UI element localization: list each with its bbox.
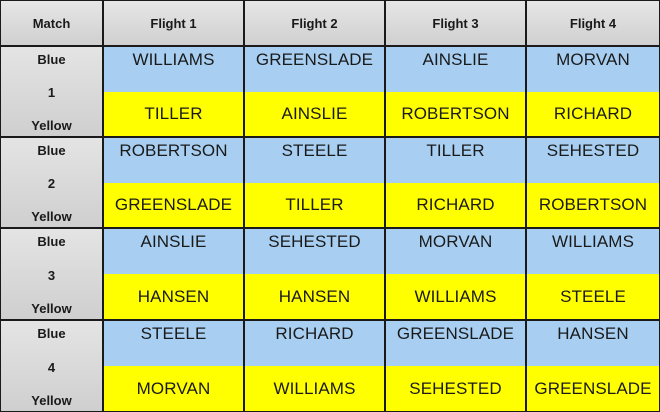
- match-3-flight-2-blue: SEHESTED: [245, 229, 384, 274]
- match-1-flight-2-blue: GREENSLADE: [245, 47, 384, 92]
- match-2-flight-3-blue: TILLER: [386, 138, 525, 183]
- match-2-yellow-label: Yellow: [31, 209, 72, 224]
- match-3-number: 3: [47, 267, 56, 283]
- match-3-flight-3-yellow: WILLIAMS: [386, 274, 525, 319]
- match-3-flight-1-yellow: HANSEN: [104, 274, 243, 319]
- match-2-flight-1-yellow: GREENSLADE: [104, 183, 243, 227]
- match-4-flight-1-yellow: MORVAN: [104, 366, 243, 411]
- match-4-flight-4-yellow: GREENSLADE: [527, 366, 659, 411]
- match-1-flight-3-blue: AINSLIE: [386, 47, 525, 92]
- match-4-blue-label: Blue: [37, 326, 66, 341]
- match-2-flight-3-yellow: RICHARD: [386, 183, 525, 227]
- match-3-blue-label: Blue: [37, 234, 66, 249]
- match-3-flight-4-blue: WILLIAMS: [527, 229, 659, 274]
- match-1-flight-2-yellow: AINSLIE: [245, 92, 384, 136]
- header-flight-4: Flight 4: [527, 1, 659, 45]
- match-4-number: 4: [47, 359, 56, 375]
- match-4-label-cell: Blue 4 Yellow: [1, 321, 102, 411]
- header-flight-2: Flight 2: [245, 1, 384, 45]
- match-2-flight-2-blue: STEELE: [245, 138, 384, 183]
- match-2-blue-label: Blue: [37, 143, 66, 158]
- match-1-flight-1-blue: WILLIAMS: [104, 47, 243, 92]
- match-4-flight-2-yellow: WILLIAMS: [245, 366, 384, 411]
- match-1-flight-4-yellow: RICHARD: [527, 92, 659, 136]
- match-4-flight-3-blue: GREENSLADE: [386, 321, 525, 366]
- match-4-yellow-label: Yellow: [31, 393, 72, 408]
- match-1-label-cell: Blue 1 Yellow: [1, 47, 102, 136]
- header-flight-3: Flight 3: [386, 1, 525, 45]
- match-2-flight-1-blue: ROBERTSON: [104, 138, 243, 183]
- match-2-number: 2: [47, 176, 56, 191]
- match-3-flight-2-yellow: HANSEN: [245, 274, 384, 319]
- match-1-flight-4-blue: MORVAN: [527, 47, 659, 92]
- match-1-blue-label: Blue: [37, 52, 66, 67]
- match-3-flight-3-blue: MORVAN: [386, 229, 525, 274]
- match-2-label-cell: Blue 2 Yellow: [1, 138, 102, 227]
- match-2-flight-4-yellow: ROBERTSON: [527, 183, 659, 227]
- match-2-flight-4-blue: SEHESTED: [527, 138, 659, 183]
- header-flight-1: Flight 1: [104, 1, 243, 45]
- match-1-flight-1-yellow: TILLER: [104, 92, 243, 136]
- match-3-yellow-label: Yellow: [31, 301, 72, 316]
- match-1-number: 1: [47, 85, 56, 100]
- match-4-flight-2-blue: RICHARD: [245, 321, 384, 366]
- match-1-yellow-label: Yellow: [31, 118, 72, 133]
- match-3-flight-1-blue: AINSLIE: [104, 229, 243, 274]
- match-4-flight-4-blue: HANSEN: [527, 321, 659, 366]
- match-1-flight-3-yellow: ROBERTSON: [386, 92, 525, 136]
- match-3-flight-4-yellow: STEELE: [527, 274, 659, 319]
- match-3-label-cell: Blue 3 Yellow: [1, 229, 102, 319]
- match-4-flight-1-blue: STEELE: [104, 321, 243, 366]
- match-4-flight-3-yellow: SEHESTED: [386, 366, 525, 411]
- header-match: Match: [1, 1, 102, 45]
- match-2-flight-2-yellow: TILLER: [245, 183, 384, 227]
